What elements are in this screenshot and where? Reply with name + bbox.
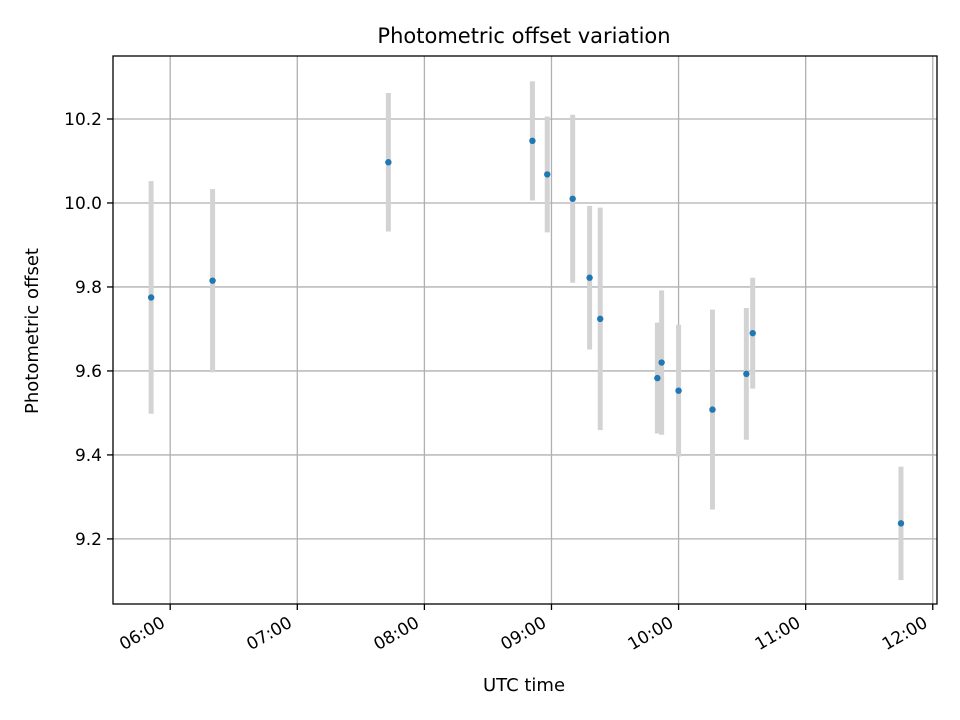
errorbar-layer xyxy=(148,81,904,581)
grid-layer xyxy=(113,56,937,604)
chart-title: Photometric offset variation xyxy=(377,24,670,48)
data-point xyxy=(743,370,750,378)
data-point xyxy=(147,294,155,301)
data-point xyxy=(544,171,551,178)
y-tick-label: 9.6 xyxy=(75,362,102,382)
x-tick-label: 10:00 xyxy=(625,613,677,655)
plot-frame xyxy=(112,55,938,605)
x-tick-label: 06:00 xyxy=(116,613,168,655)
y-axis-label: Photometric offset xyxy=(22,248,43,414)
data-point xyxy=(385,159,392,166)
x-tick-label: 08:00 xyxy=(370,613,422,655)
x-tick-label: 07:00 xyxy=(243,613,295,655)
point-layer xyxy=(147,137,905,527)
x-tick-label: 09:00 xyxy=(498,613,550,655)
data-point xyxy=(675,387,682,394)
data-point xyxy=(209,277,216,284)
y-tick-label: 10.2 xyxy=(64,110,102,130)
data-point xyxy=(586,274,593,281)
data-point xyxy=(596,315,604,323)
data-point xyxy=(529,137,536,145)
y-tick-label: 10.0 xyxy=(64,194,102,214)
tick-layer: 06:00 07:00 08:00 09:00 10:00 11:00 12:00 9.2 9.… xyxy=(64,110,934,655)
y-tick-label: 9.8 xyxy=(75,278,102,298)
x-tick-label: 12:00 xyxy=(879,613,931,655)
data-point xyxy=(709,406,716,413)
data-point xyxy=(749,329,756,337)
data-point xyxy=(569,195,576,202)
y-tick-label: 9.4 xyxy=(75,446,102,466)
y-tick-label: 9.2 xyxy=(75,530,102,550)
data-point xyxy=(658,359,665,366)
data-point xyxy=(897,520,905,527)
x-tick-label: 11:00 xyxy=(752,613,804,655)
x-axis-label: UTC time xyxy=(483,675,565,696)
data-point xyxy=(654,374,661,382)
